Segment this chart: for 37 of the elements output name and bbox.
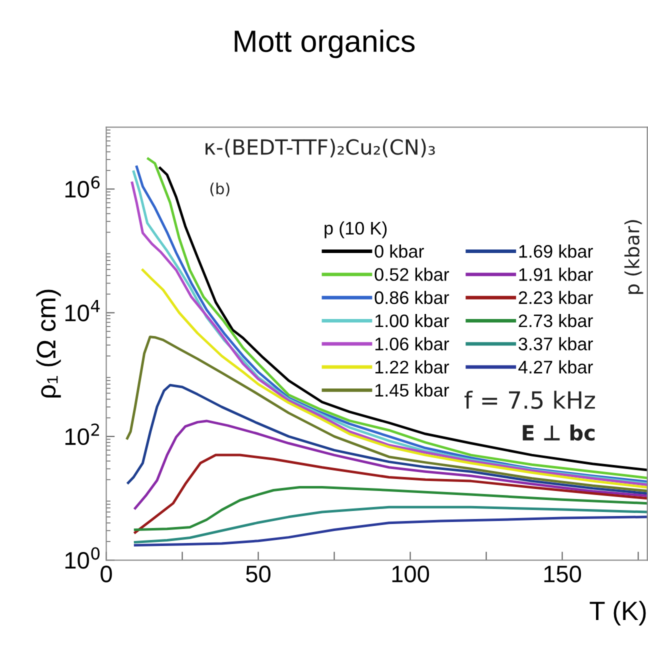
x-tick-label: 100 xyxy=(392,566,430,582)
legend-label: 0 kbar xyxy=(374,244,424,258)
legend-label: 1.22 kbar xyxy=(375,360,450,374)
y-axis-title: ρ₁ (Ω cm) xyxy=(36,290,61,398)
line-series xyxy=(134,516,648,547)
legend-label: 3.37 kbar xyxy=(518,337,593,350)
annotation: p (kbar) xyxy=(624,220,644,294)
line-series xyxy=(134,454,648,534)
line-series xyxy=(126,384,648,495)
legend-label: 1.69 kbar xyxy=(519,244,593,258)
legend-title: p (10 K) xyxy=(324,221,387,238)
legend-label: 1.45 kbar xyxy=(375,383,450,397)
legend-label: 1.00 kbar xyxy=(375,314,450,328)
line-series xyxy=(134,420,648,510)
legend-label: 2.73 kbar xyxy=(518,314,593,328)
legend-label: 0.52 kbar xyxy=(374,268,450,281)
legend-label: 2.23 kbar xyxy=(518,290,593,304)
x-tick-label: 150 xyxy=(544,566,582,582)
x-tick-label: 50 xyxy=(246,566,270,582)
y-tick-label: 10$^{0}$ xyxy=(65,547,100,569)
line-series xyxy=(134,486,648,532)
legend-label: 1.91 kbar xyxy=(519,268,593,281)
legend-label: 0.86 kbar xyxy=(374,290,450,304)
y-tick-label: 10$^{2}$ xyxy=(65,424,99,446)
y-tick-label: 10$^{6}$ xyxy=(65,176,100,198)
x-axis-title: T (K) xyxy=(590,600,646,626)
chart-title: Mott organics xyxy=(234,30,415,58)
annotation: E ⊥ bc xyxy=(522,424,595,441)
annotation: f = 7.5 kHz xyxy=(464,390,595,409)
x-tick-label: 0 xyxy=(100,566,112,582)
annotation: (b) xyxy=(210,182,230,196)
line-series xyxy=(126,336,648,492)
legend-label: 4.27 kbar xyxy=(518,360,593,374)
y-tick-label: 10$^{4}$ xyxy=(65,300,100,322)
annotation: κ-(BEDT-TTF)₂Cu₂(CN)₃ xyxy=(206,138,435,158)
legend-label: 1.06 kbar xyxy=(375,337,450,350)
line-series xyxy=(134,506,648,544)
